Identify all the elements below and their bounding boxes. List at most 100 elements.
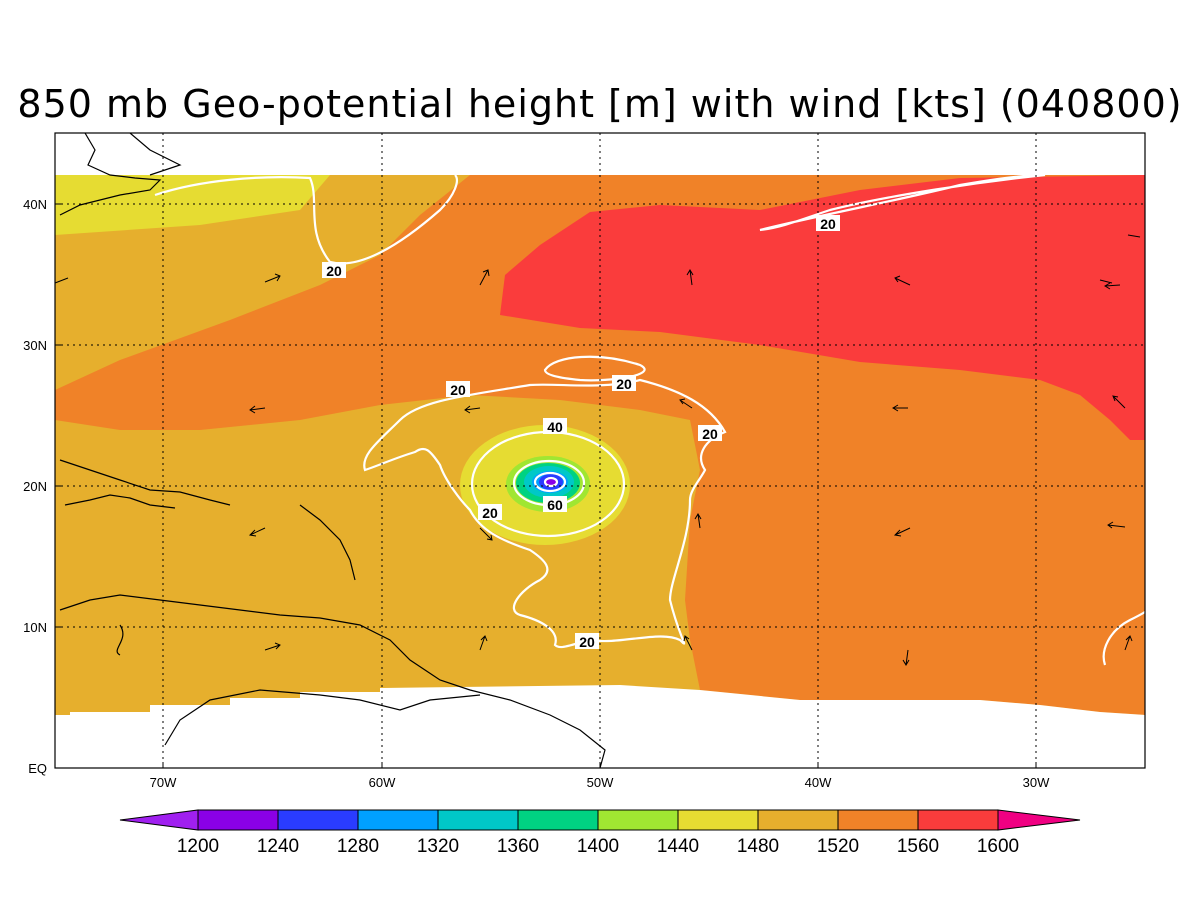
colorbar-swatch [197, 809, 279, 831]
contour-20-northwest [154, 174, 458, 265]
colorbar-label: 1280 [337, 836, 379, 857]
wind-vector [1124, 635, 1133, 651]
colorbar-label: 1560 [897, 836, 939, 857]
colorbar-swatch [917, 809, 999, 831]
colorbar-swatch [597, 809, 679, 831]
colorbar-label: 1480 [737, 836, 779, 857]
contour-20-north-lobe [543, 355, 646, 382]
contour-label: 20 [478, 504, 502, 521]
coast-venezuela [116, 624, 124, 656]
contour-label: 20 [816, 215, 840, 232]
svg-text:20: 20 [820, 216, 836, 232]
wind-vector [479, 269, 490, 286]
colorbar: 1200 1240 1280 1320 1360 1400 1440 1480 … [119, 809, 1081, 857]
wind-vector [893, 527, 911, 537]
colorbar-label: 1600 [977, 836, 1019, 857]
coast-interior [164, 689, 481, 746]
band-1600 [500, 175, 1145, 440]
colorbar-label: 1320 [417, 836, 459, 857]
contour-20-main [363, 378, 727, 649]
contour-20-east [1102, 611, 1145, 666]
x-tick-label: 40W [805, 775, 832, 790]
colorbar-swatch [677, 809, 759, 831]
y-tick-label: 30N [23, 338, 47, 353]
wind-vector [264, 642, 281, 651]
svg-text:20: 20 [450, 382, 466, 398]
wind-vector [248, 527, 266, 537]
colorbar-swatch [437, 809, 519, 831]
wind-vector [464, 405, 481, 414]
wind-vector [902, 649, 910, 666]
wind-vector [1107, 521, 1126, 529]
x-axis: 70W 60W 50W 40W 30W [150, 762, 1050, 790]
svg-text:20: 20 [616, 376, 632, 392]
colorbar-swatch [277, 809, 359, 831]
coast-canada [129, 133, 182, 176]
colorbar-swatch [837, 809, 919, 831]
contour-label: 20 [446, 381, 470, 398]
missing-data-south [55, 685, 1145, 768]
wind-vector [54, 277, 69, 284]
colorbar-swatch [757, 809, 839, 831]
colorbar-label: 1520 [817, 836, 859, 857]
colorbar-label: 1440 [657, 836, 699, 857]
colorbar-label: 1240 [257, 836, 299, 857]
wind-vector [479, 635, 488, 651]
wind-vector [1099, 279, 1113, 284]
wind-vector [894, 275, 911, 286]
svg-text:20: 20 [482, 505, 498, 521]
wind-vector [892, 404, 908, 412]
contour-label: 20 [698, 425, 722, 442]
svg-text:20: 20 [326, 263, 342, 279]
wind-vector [1127, 234, 1141, 238]
colorbar-extend-low [119, 809, 199, 831]
colorbar-label: 1200 [177, 836, 219, 857]
grid [55, 133, 1145, 768]
colorbar-label: 1360 [497, 836, 539, 857]
svg-text:60: 60 [547, 497, 563, 513]
wind-vector [264, 273, 281, 283]
wind-vector [694, 513, 702, 529]
coast-caribbean-2 [64, 494, 176, 509]
coastlines [59, 133, 606, 768]
colorbar-label: 1400 [577, 836, 619, 857]
svg-text:20: 20 [579, 634, 595, 650]
y-tick-label: 20N [23, 479, 47, 494]
colorbar-swatch [517, 809, 599, 831]
x-tick-label: 30W [1023, 775, 1050, 790]
contour-label: 20 [322, 262, 346, 279]
svg-text:40: 40 [547, 419, 563, 435]
colorbar-swatch [357, 809, 439, 831]
coast-caribbean-1 [59, 459, 231, 506]
chart-title: 850 mb Geo-potential height [m] with win… [17, 82, 1183, 126]
contour-label: 40 [543, 418, 567, 435]
coast-south-america [59, 594, 606, 768]
x-tick-label: 70W [150, 775, 177, 790]
wind-vector [686, 269, 694, 286]
y-tick-label: 10N [23, 620, 47, 635]
y-tick-label: 40N [23, 197, 47, 212]
contour-label: 60 [543, 496, 567, 513]
band-1480-northwest [55, 175, 330, 235]
svg-text:20: 20 [702, 426, 718, 442]
wind-vector [1104, 282, 1121, 290]
contour-label: 20 [612, 375, 636, 392]
contour-label: 20 [575, 633, 599, 650]
coast-north-america [59, 133, 162, 216]
wind-vector [249, 405, 266, 414]
coast-antilles [299, 504, 356, 581]
contour-labels: 20 20 20 20 20 20 40 60 20 [322, 215, 840, 650]
wind-vector [683, 635, 693, 651]
height-field [55, 133, 1145, 768]
contour-20-northeast [759, 173, 1046, 232]
wind-vectors [54, 234, 1141, 666]
contour-80-ring [533, 471, 567, 493]
y-tick-label: EQ [28, 761, 47, 776]
x-tick-label: 50W [587, 775, 614, 790]
wind-vector [479, 527, 493, 541]
y-axis: EQ 10N 20N 30N 40N [23, 197, 61, 776]
wind-contours [154, 173, 1145, 666]
wind-vector [1112, 395, 1126, 409]
colorbar-extend-high [997, 809, 1081, 831]
